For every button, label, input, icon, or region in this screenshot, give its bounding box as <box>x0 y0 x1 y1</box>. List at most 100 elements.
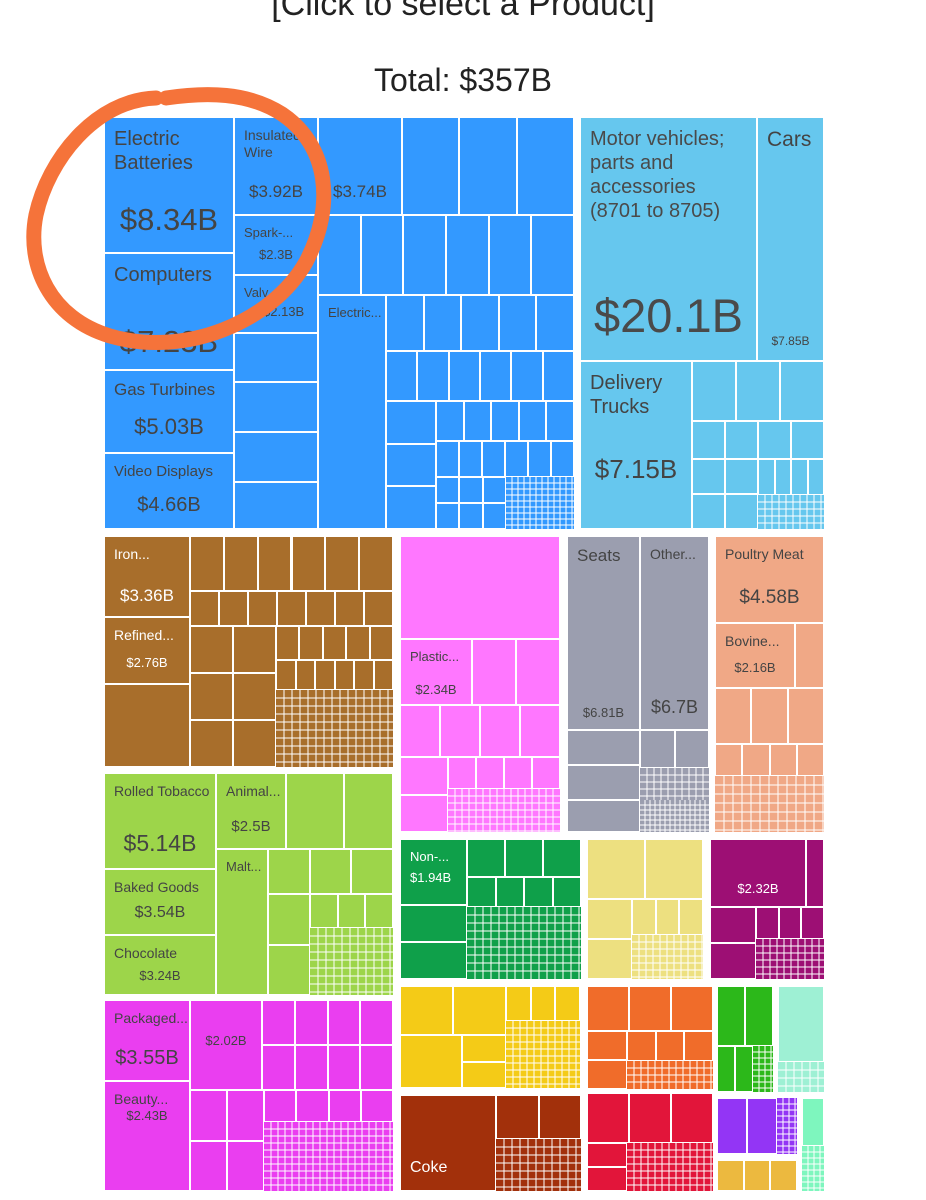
treemap-cell[interactable] <box>520 705 560 757</box>
treemap-cell[interactable] <box>774 459 791 495</box>
treemap-cell[interactable] <box>386 443 436 487</box>
treemap-cell[interactable] <box>488 215 532 295</box>
treemap-cell[interactable] <box>462 1061 506 1088</box>
treemap-cell[interactable] <box>496 1095 539 1139</box>
treemap-cell[interactable] <box>306 591 335 626</box>
treemap-cell[interactable]: Valv... $2.13B <box>234 275 318 333</box>
treemap-cell[interactable] <box>360 1045 393 1090</box>
treemap-cell[interactable]: Seats $6.81B <box>567 536 640 730</box>
treemap-cell[interactable] <box>190 626 233 673</box>
treemap-cell[interactable] <box>742 744 770 776</box>
treemap-cell[interactable] <box>629 1093 671 1143</box>
treemap-cell[interactable] <box>446 215 489 295</box>
treemap-cell[interactable] <box>190 1090 227 1141</box>
treemap-cell[interactable] <box>190 720 233 767</box>
treemap-cell[interactable] <box>373 660 393 690</box>
treemap-cell[interactable] <box>715 688 752 744</box>
treemap-cell[interactable] <box>692 459 725 494</box>
treemap-cell[interactable] <box>717 1046 735 1092</box>
treemap-cell[interactable] <box>234 482 318 529</box>
treemap-cell[interactable] <box>400 986 453 1035</box>
treemap-cell[interactable] <box>436 503 460 529</box>
treemap-cell[interactable] <box>587 1031 627 1060</box>
treemap-cell[interactable] <box>219 591 248 626</box>
treemap-cell[interactable] <box>325 536 360 591</box>
treemap-cell[interactable] <box>337 894 366 928</box>
treemap-cell[interactable] <box>291 536 326 591</box>
treemap-cell[interactable]: Coke <box>400 1095 496 1191</box>
treemap-cell[interactable] <box>692 361 736 421</box>
treemap-cell[interactable] <box>400 794 448 832</box>
treemap-cell[interactable] <box>335 591 364 626</box>
treemap-cell[interactable]: Gas Turbines $5.03B <box>104 370 234 453</box>
treemap-cell[interactable]: Chocolate $3.24B <box>104 935 216 995</box>
treemap-cell[interactable] <box>360 1090 393 1122</box>
treemap-cell[interactable] <box>629 986 671 1031</box>
treemap-cell[interactable] <box>277 591 306 626</box>
treemap-cell[interactable] <box>459 441 482 477</box>
treemap-cell[interactable] <box>276 660 296 690</box>
treemap-fine-cells[interactable] <box>627 1143 713 1191</box>
treemap-cell[interactable] <box>234 382 318 432</box>
treemap-cell[interactable] <box>234 333 318 382</box>
treemap-cell[interactable]: Insulated Wire $3.92B <box>234 117 318 215</box>
treemap-cell[interactable] <box>402 117 460 215</box>
treemap-cell[interactable] <box>327 1000 361 1045</box>
treemap-cell[interactable] <box>518 401 547 441</box>
treemap-cell[interactable] <box>482 441 505 477</box>
treemap-cell[interactable] <box>360 215 404 295</box>
treemap-cell[interactable]: $2.32B <box>710 839 806 907</box>
treemap-cell[interactable] <box>315 660 335 690</box>
treemap-cell[interactable] <box>310 894 338 928</box>
treemap-cell[interactable] <box>359 536 393 591</box>
treemap-fine-cells[interactable] <box>632 935 703 979</box>
treemap-cell[interactable]: Cars $7.85B <box>757 117 824 361</box>
treemap-cell[interactable] <box>567 730 640 765</box>
treemap-cell[interactable] <box>725 494 758 529</box>
treemap-cell[interactable] <box>227 1140 264 1191</box>
treemap-cell[interactable] <box>587 839 645 899</box>
treemap-cell[interactable] <box>692 421 725 459</box>
treemap-cell[interactable] <box>770 1160 797 1191</box>
treemap-cell[interactable]: Electric... <box>318 295 386 529</box>
treemap-cell[interactable] <box>655 1031 685 1061</box>
treemap-fine-cells[interactable] <box>506 477 574 529</box>
treemap-cell[interactable] <box>717 986 745 1046</box>
treemap-cell[interactable] <box>400 757 448 795</box>
treemap-fine-cells[interactable] <box>276 690 393 767</box>
treemap-cell[interactable] <box>264 1090 297 1122</box>
treemap-cell[interactable] <box>542 351 574 401</box>
treemap-cell[interactable] <box>322 626 347 660</box>
treemap-fine-cells[interactable] <box>264 1122 393 1191</box>
treemap-cell[interactable] <box>745 986 773 1046</box>
treemap-cell[interactable] <box>587 899 632 939</box>
treemap-cell[interactable] <box>400 705 440 757</box>
treemap-cell[interactable] <box>532 757 560 789</box>
treemap-cell[interactable] <box>802 1098 824 1146</box>
treemap-cell[interactable]: Electric Batteries $8.34B <box>104 117 234 253</box>
treemap-cell[interactable] <box>227 1090 264 1141</box>
treemap-fine-cells[interactable] <box>448 789 560 832</box>
treemap-cell[interactable] <box>459 503 483 529</box>
treemap-cell[interactable] <box>104 684 190 767</box>
treemap-cell[interactable]: Poultry Meat $4.58B <box>715 536 824 623</box>
treemap-cell[interactable]: $2.02B <box>190 1000 262 1090</box>
treemap-fine-cells[interactable] <box>310 928 393 995</box>
treemap-cell[interactable] <box>743 1160 771 1191</box>
treemap-cell[interactable] <box>461 295 499 351</box>
treemap-fine-cells[interactable] <box>715 776 824 832</box>
treemap-cell[interactable] <box>495 877 524 907</box>
treemap-cell[interactable] <box>751 688 788 744</box>
treemap-cell[interactable] <box>735 1046 753 1092</box>
treemap-cell[interactable] <box>294 1000 328 1045</box>
treemap-cell[interactable] <box>268 944 310 995</box>
treemap-cell[interactable] <box>436 401 464 441</box>
treemap-cell[interactable] <box>546 401 574 441</box>
treemap-cell[interactable]: Refined... $2.76B <box>104 617 190 684</box>
treemap-cell[interactable] <box>351 849 393 894</box>
treemap-fine-cells[interactable] <box>777 1098 797 1154</box>
treemap-cell[interactable] <box>491 401 519 441</box>
treemap-cell[interactable] <box>295 660 315 690</box>
treemap-cell[interactable] <box>710 907 756 943</box>
treemap-cell[interactable] <box>476 757 504 789</box>
